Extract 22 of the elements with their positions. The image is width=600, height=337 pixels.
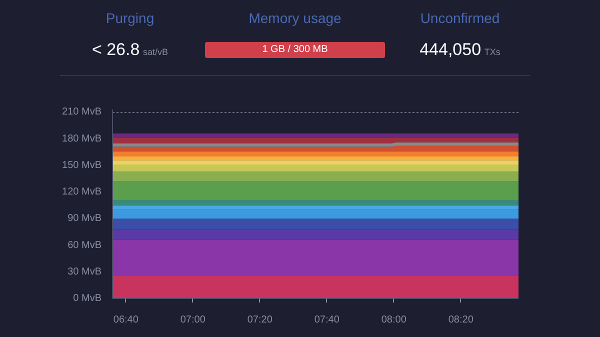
x-tick-label: 08:20 — [448, 314, 474, 326]
x-tick-label: 07:20 — [247, 314, 273, 326]
text: Memory usage — [248, 9, 342, 28]
text: Purging — [104, 9, 156, 28]
y-tick-label: 180 MvB — [62, 133, 102, 144]
y-tick-label: 150 MvB — [62, 160, 102, 171]
y-tick-label: 0 MvB — [73, 293, 102, 304]
x-tick-label: 07:40 — [314, 314, 340, 326]
text: 444,050 — [420, 40, 482, 59]
text: TXs — [484, 47, 500, 57]
y-tick-label: 210 MvB — [62, 106, 102, 118]
y-tick-label: 60 MvB — [68, 240, 102, 251]
x-tick-label: 06:40 — [113, 314, 139, 326]
y-tick-label: 30 MvB — [68, 266, 102, 278]
y-tick-label: 90 MvB — [68, 213, 102, 224]
x-tick-label: 07:00 — [180, 314, 206, 326]
x-tick-label: 08:00 — [381, 314, 407, 326]
text: Unconfirmed — [419, 9, 501, 28]
text: sat/vB — [143, 47, 168, 57]
y-tick-label: 120 MvB — [62, 186, 102, 198]
text: < 26.8 — [92, 40, 140, 59]
text: 1 GB / 300 MB — [205, 42, 385, 58]
